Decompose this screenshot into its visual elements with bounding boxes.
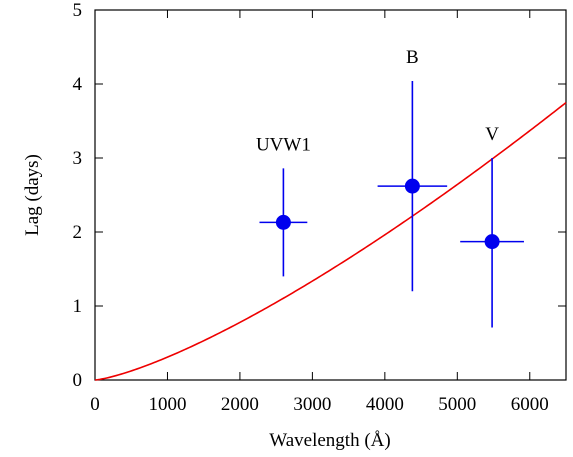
data-point-v: V (460, 124, 524, 328)
x-axis-ticks: 0 1000 2000 3000 4000 5000 6000 (90, 10, 549, 415)
y-tick-label: 0 (73, 370, 83, 391)
y-tick-label: 1 (73, 296, 83, 317)
point-marker (484, 234, 500, 250)
data-points: UVW1 B V (256, 47, 524, 328)
plot-frame (94, 9, 567, 381)
x-tick-label: 2000 (221, 394, 259, 415)
x-tick-label: 4000 (366, 394, 404, 415)
y-tick-label: 2 (73, 222, 83, 243)
x-tick-label: 3000 (293, 394, 331, 415)
y-tick-label: 4 (73, 74, 83, 95)
data-point-uvw1: UVW1 (256, 134, 311, 277)
model-curve (94, 101, 567, 381)
point-marker (275, 214, 291, 230)
y-axis-ticks: 0 1 2 3 4 5 (73, 0, 566, 391)
point-marker (404, 178, 420, 194)
point-label: UVW1 (256, 134, 311, 155)
data-point-b: B (377, 47, 448, 292)
x-axis-label: Wavelength (Å) (269, 430, 390, 451)
point-label: V (485, 124, 499, 145)
point-label: B (406, 47, 419, 68)
x-tick-label: 5000 (438, 394, 476, 415)
x-tick-label: 6000 (511, 394, 549, 415)
x-tick-label: 0 (90, 394, 100, 415)
y-tick-label: 3 (73, 148, 83, 169)
x-tick-label: 1000 (148, 394, 186, 415)
y-axis-label: Lag (days) (22, 154, 43, 236)
y-tick-label: 5 (73, 0, 83, 21)
